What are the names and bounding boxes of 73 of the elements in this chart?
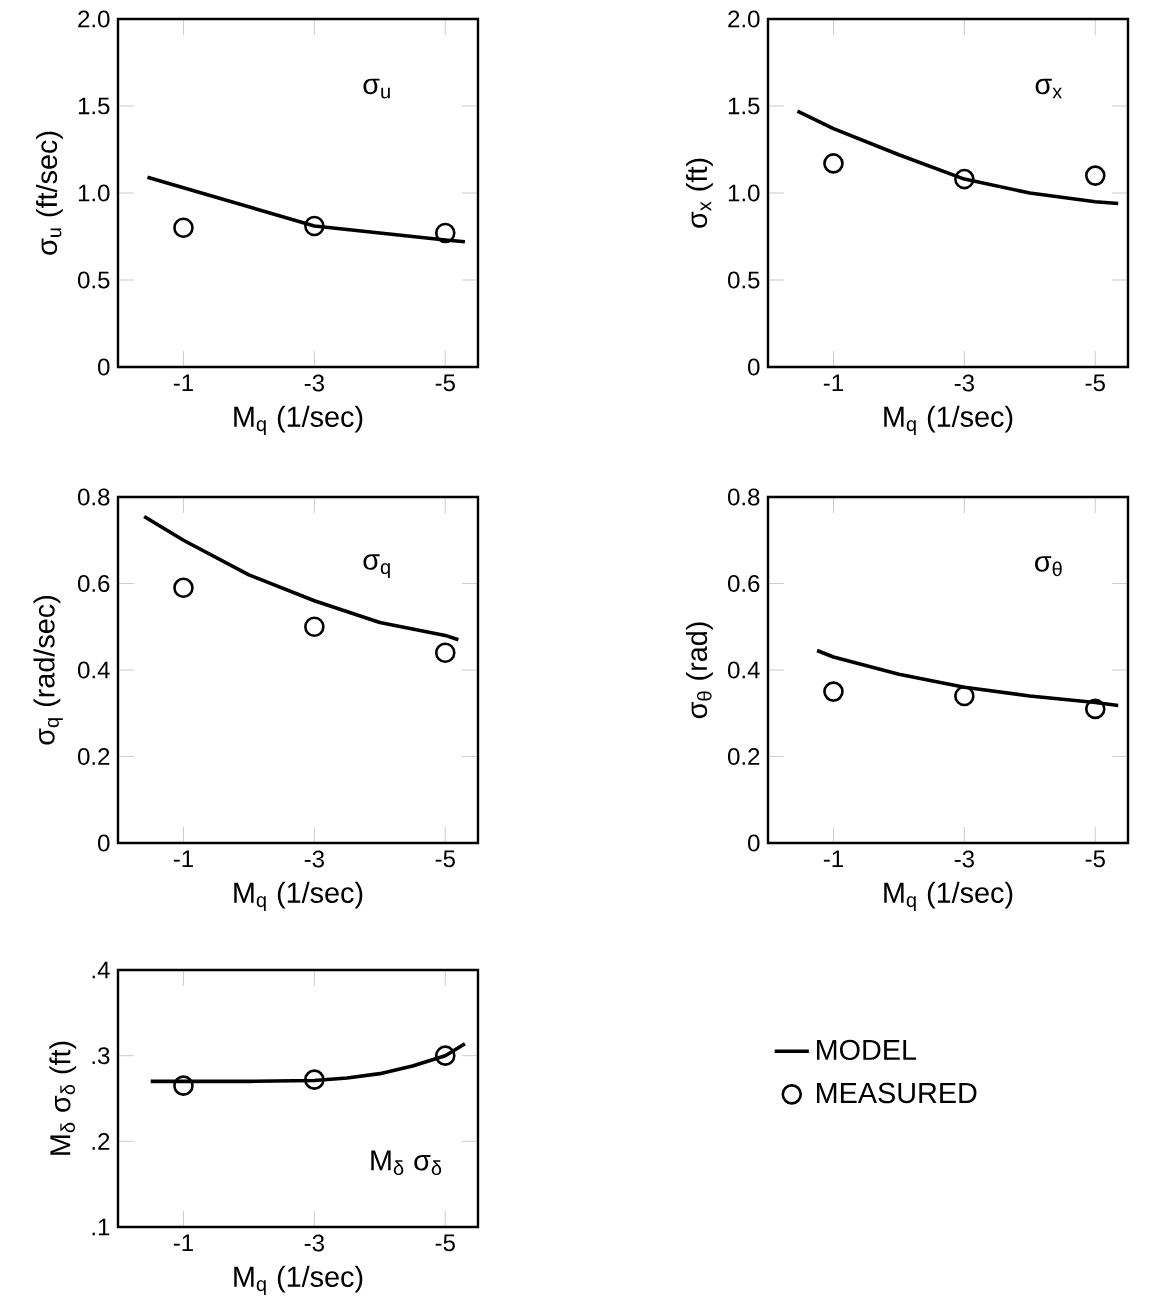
x-tick-label: -5 xyxy=(1085,374,1105,392)
x-tick-label: -1 xyxy=(823,374,843,392)
y-tick-label: 1.5 xyxy=(78,97,110,115)
line-series xyxy=(795,109,1120,206)
y-tick-label: .1 xyxy=(92,1218,110,1236)
y-tick-label: 0 xyxy=(748,358,760,376)
x-tick-label: -5 xyxy=(435,374,455,392)
y-tick-label: 2.0 xyxy=(78,10,110,28)
point xyxy=(304,215,325,237)
y-tick-label: 0 xyxy=(748,834,760,852)
annotation: σ$_{u}$ xyxy=(363,78,390,99)
point xyxy=(434,642,456,663)
y-tick-label: 0 xyxy=(98,358,110,376)
y-tick-label: 0.6 xyxy=(78,575,110,592)
annotation: σ$_{θ}$ xyxy=(1035,556,1062,577)
line-series xyxy=(142,514,461,642)
y-tick-label: 0.2 xyxy=(78,748,110,765)
legend-label: MEASURED xyxy=(816,1082,977,1104)
point xyxy=(304,616,325,638)
point xyxy=(173,1075,194,1096)
y-tick-label: 0.5 xyxy=(728,271,760,289)
x-axis-title: M$_{q}$ (1/sec) xyxy=(234,1265,363,1296)
x-tick-label: -3 xyxy=(304,374,324,392)
y-tick-label: 1.0 xyxy=(78,184,110,202)
x-tick-label: -3 xyxy=(304,1234,324,1252)
y-tick-label: .2 xyxy=(92,1132,110,1150)
y-axis-title: M$_{δ}$ σ$_{δ}$ (ft) xyxy=(49,1041,77,1155)
x-tick-label: -1 xyxy=(173,850,193,868)
x-tick-label: -1 xyxy=(173,374,193,392)
y-axis-title: σ$_{q}$ (rad/sec) xyxy=(33,596,63,745)
x-axis-title: M$_{q}$ (1/sec) xyxy=(234,881,363,912)
annotation: M$_{δ}$ σ$_{δ}$ xyxy=(371,1150,442,1176)
y-tick-label: 0.8 xyxy=(728,488,760,506)
x-tick-label: -5 xyxy=(435,1234,455,1252)
y-tick-label: 1.0 xyxy=(728,184,760,202)
x-tick-label: -3 xyxy=(954,374,974,392)
y-tick-label: .4 xyxy=(92,961,110,979)
point xyxy=(954,168,975,190)
x-axis-title: M$_{q}$ (1/sec) xyxy=(884,405,1013,436)
y-tick-label: 0.4 xyxy=(728,661,760,679)
y-tick-label: 0.2 xyxy=(728,748,760,765)
x-axis-title: M$_{q}$ (1/sec) xyxy=(884,881,1013,912)
x-tick-label: -5 xyxy=(435,850,455,868)
y-axis-title: σ$_{u}$ (ft/sec) xyxy=(36,131,63,255)
point xyxy=(823,153,844,174)
x-tick-label: -1 xyxy=(823,850,843,868)
y-tick-label: 0.8 xyxy=(78,488,110,506)
point xyxy=(1084,165,1106,186)
y-tick-label: .3 xyxy=(92,1047,110,1065)
annotation: σ$_{q}$ xyxy=(363,554,390,579)
x-axis-title: M$_{q}$ (1/sec) xyxy=(234,405,363,436)
x-tick-label: -1 xyxy=(173,1234,193,1252)
point xyxy=(304,1069,325,1090)
point xyxy=(1084,698,1106,720)
y-axis-title: σ$_{x}$ (ft) xyxy=(686,158,713,228)
x-tick-label: -5 xyxy=(1085,850,1105,868)
point xyxy=(823,681,844,702)
point xyxy=(434,1045,456,1066)
point xyxy=(173,577,194,599)
x-tick-label: -3 xyxy=(954,850,974,868)
y-tick-label: 0.4 xyxy=(78,661,110,679)
y-tick-label: 1.5 xyxy=(728,97,760,115)
point xyxy=(954,685,975,707)
y-tick-label: 0 xyxy=(98,834,110,852)
y-tick-label: 0.5 xyxy=(78,271,110,289)
point xyxy=(173,217,194,239)
annotation: σ$_{x}$ xyxy=(1035,78,1062,99)
x-tick-label: -3 xyxy=(304,850,324,868)
y-axis-title: σ$_{θ}$ (rad) xyxy=(686,622,713,719)
legend-label: MODEL xyxy=(816,1039,917,1061)
y-tick-label: 0.6 xyxy=(728,575,760,592)
point xyxy=(434,222,456,244)
y-tick-label: 2.0 xyxy=(728,10,760,28)
